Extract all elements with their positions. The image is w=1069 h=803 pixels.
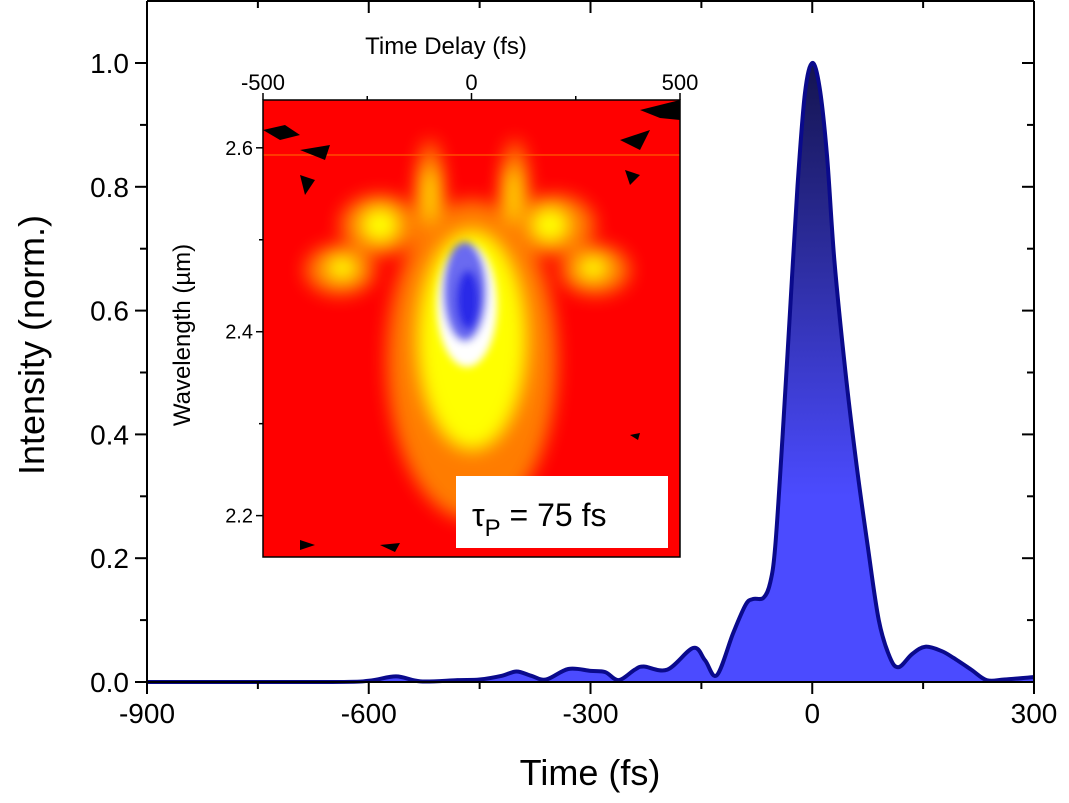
x-tick-label: -300 bbox=[562, 698, 618, 729]
x-tick-label: 0 bbox=[804, 698, 820, 729]
x-tick-label: 300 bbox=[1011, 698, 1058, 729]
x-tick-label: -600 bbox=[341, 698, 397, 729]
annotation-text: τP = 75 fs bbox=[472, 497, 607, 542]
inset-x-tick-label: 500 bbox=[662, 70, 699, 95]
y-tick-label: 0.4 bbox=[90, 419, 129, 450]
heatmap-black-spots bbox=[263, 100, 680, 552]
inset-y-axis-title: Wavelength (µm) bbox=[169, 244, 196, 426]
inset-heatmap: -500 0 500 2.2 2.4 2.6 Time Delay (fs) Wavel… bbox=[169, 33, 698, 558]
y-tick-label: 0.8 bbox=[90, 172, 129, 203]
inset-x-tick-label: -500 bbox=[241, 70, 285, 95]
intensity-area-fill bbox=[147, 62, 1034, 682]
intensity-curve bbox=[146, 61, 1035, 685]
inset-y-tick-label: 2.6 bbox=[225, 138, 253, 160]
x-tick-label: -900 bbox=[119, 698, 175, 729]
y-tick-label: 0.0 bbox=[90, 667, 129, 698]
main-plot: -900 -600 -300 0 300 0.0 0.2 0.4 0.6 0.8 1.0 Time… bbox=[11, 0, 1057, 793]
x-axis-title: Time (fs) bbox=[520, 752, 661, 793]
y-tick-label: 0.6 bbox=[90, 296, 129, 327]
inset-y-axis-ticks: 2.2 2.4 2.6 bbox=[225, 138, 263, 528]
x-axis-ticks: -900 -600 -300 0 300 bbox=[119, 1, 1057, 729]
y-axis-title: Intensity (norm.) bbox=[11, 215, 52, 475]
inset-y-tick-label: 2.2 bbox=[225, 506, 253, 528]
heatmap-core bbox=[437, 242, 497, 367]
inset-y-tick-label: 2.4 bbox=[225, 322, 253, 344]
inset-x-tick-label: 0 bbox=[465, 70, 477, 95]
pulse-duration-annotation: τP = 75 fs bbox=[456, 476, 668, 548]
y-axis-ticks: 0.0 0.2 0.4 0.6 0.8 1.0 bbox=[90, 48, 1034, 698]
inset-x-axis-ticks: -500 0 500 bbox=[241, 70, 698, 100]
heatmap-image bbox=[263, 100, 680, 557]
y-tick-label: 1.0 bbox=[90, 48, 129, 79]
annotation-box bbox=[456, 476, 668, 548]
y-tick-label: 0.2 bbox=[90, 543, 129, 574]
inset-x-axis-title: Time Delay (fs) bbox=[365, 33, 527, 60]
